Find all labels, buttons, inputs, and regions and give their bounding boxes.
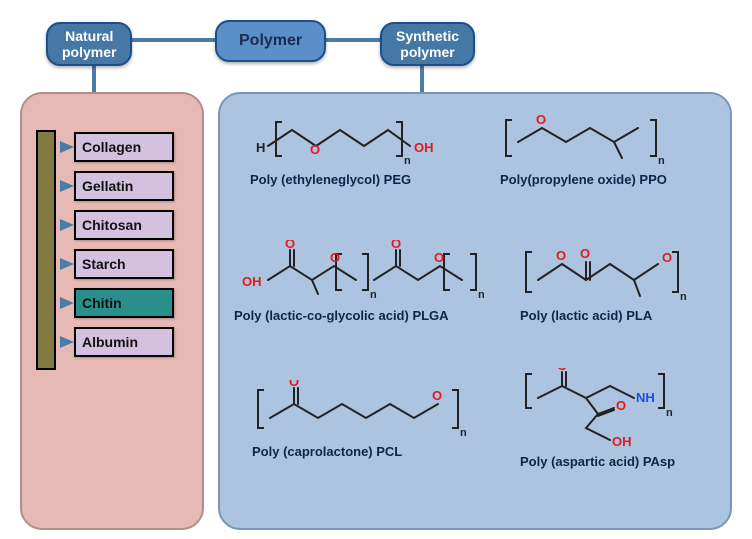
natural-item-row: Collagen bbox=[60, 132, 174, 162]
arrow-icon bbox=[60, 297, 74, 309]
natural-item-label: Collagen bbox=[82, 139, 141, 155]
svg-text:n: n bbox=[478, 289, 484, 301]
chem-label-plga: Poly (lactic-co-glycolic acid) PLGA bbox=[234, 308, 494, 323]
natural-item-row: Chitosan bbox=[60, 210, 174, 240]
svg-text:O: O bbox=[580, 246, 590, 261]
svg-text:n: n bbox=[666, 407, 673, 419]
svg-text:O: O bbox=[434, 250, 444, 265]
node-synthetic-label: Synthetic polymer bbox=[396, 28, 459, 60]
chem-plga: n n OH O O O O Poly (lactic-co-glycolic acid) P… bbox=[234, 240, 494, 323]
natural-polymer-list: Collagen Gellatin Chitosan Starch Chitin Albu… bbox=[60, 132, 174, 366]
arrow-icon bbox=[60, 141, 74, 153]
arrow-icon bbox=[60, 336, 74, 348]
chem-label-pla: Poly (lactic acid) PLA bbox=[520, 308, 720, 323]
svg-text:O: O bbox=[536, 112, 546, 127]
chem-structure-icon: n O O bbox=[252, 380, 470, 440]
arrow-icon bbox=[60, 258, 74, 270]
natural-item-collagen: Collagen bbox=[74, 132, 174, 162]
svg-text:OH: OH bbox=[242, 274, 262, 289]
chem-label-peg: Poly (ethyleneglycol) PEG bbox=[250, 172, 460, 187]
svg-text:O: O bbox=[330, 250, 340, 265]
chem-structure-icon: nOOO bbox=[520, 240, 700, 304]
chem-structure-icon: n H O OH bbox=[250, 112, 450, 168]
natural-item-label: Chitosan bbox=[82, 217, 142, 233]
natural-item-label: Gellatin bbox=[82, 178, 133, 194]
chem-pasp: n O NH O OH Poly (aspartic acid) PAsp bbox=[520, 368, 730, 469]
natural-item-label: Starch bbox=[82, 256, 126, 272]
node-polymer: Polymer bbox=[215, 20, 326, 62]
svg-text:n: n bbox=[460, 427, 467, 439]
chem-pla: nOOOPoly (lactic acid) PLA bbox=[520, 240, 720, 323]
natural-item-row: Starch bbox=[60, 249, 174, 279]
node-natural-polymer: Natural polymer bbox=[46, 22, 132, 66]
svg-text:O: O bbox=[616, 398, 626, 413]
natural-item-chitosan: Chitosan bbox=[74, 210, 174, 240]
node-polymer-label: Polymer bbox=[239, 32, 302, 50]
chem-structure-icon: nO bbox=[500, 112, 700, 168]
natural-item-chitin: Chitin bbox=[74, 288, 174, 318]
node-synthetic-polymer: Synthetic polymer bbox=[380, 22, 475, 66]
natural-item-albumin: Albumin bbox=[74, 327, 174, 357]
chem-label-ppo: Poly(propylene oxide) PPO bbox=[500, 172, 710, 187]
chem-structure-icon: n n OH O O O O bbox=[234, 240, 484, 304]
natural-item-row: Chitin bbox=[60, 288, 174, 318]
chem-label-pcl: Poly (caprolactone) PCL bbox=[252, 444, 482, 459]
natural-item-row: Gellatin bbox=[60, 171, 174, 201]
svg-text:OH: OH bbox=[414, 140, 434, 155]
svg-text:O: O bbox=[391, 240, 401, 251]
svg-text:n: n bbox=[680, 291, 687, 303]
svg-text:OH: OH bbox=[612, 434, 632, 449]
chem-ppo: nOPoly(propylene oxide) PPO bbox=[500, 112, 710, 187]
natural-item-label: Chitin bbox=[82, 295, 122, 311]
svg-text:n: n bbox=[370, 289, 377, 301]
svg-text:H: H bbox=[256, 140, 265, 155]
svg-text:n: n bbox=[404, 155, 411, 167]
natural-item-row: Albumin bbox=[60, 327, 174, 357]
svg-text:O: O bbox=[662, 250, 672, 265]
natural-source-bar bbox=[36, 130, 56, 370]
chem-peg: n H O OH Poly (ethyleneglycol) PEG bbox=[250, 112, 460, 187]
natural-item-label: Albumin bbox=[82, 334, 138, 350]
natural-item-starch: Starch bbox=[74, 249, 174, 279]
natural-item-gellatin: Gellatin bbox=[74, 171, 174, 201]
svg-text:O: O bbox=[432, 388, 442, 403]
chem-pcl: n O O Poly (caprolactone) PCL bbox=[252, 380, 482, 459]
svg-text:O: O bbox=[289, 380, 299, 389]
arrow-icon bbox=[60, 180, 74, 192]
svg-text:n: n bbox=[658, 155, 665, 167]
node-natural-label: Natural polymer bbox=[62, 28, 116, 60]
svg-text:NH: NH bbox=[636, 390, 655, 405]
svg-text:O: O bbox=[310, 142, 320, 157]
chem-label-pasp: Poly (aspartic acid) PAsp bbox=[520, 454, 730, 469]
svg-text:O: O bbox=[557, 368, 567, 373]
chem-structure-icon: n O NH O OH bbox=[520, 368, 710, 450]
svg-text:O: O bbox=[285, 240, 295, 251]
svg-text:O: O bbox=[556, 248, 566, 263]
arrow-icon bbox=[60, 219, 74, 231]
